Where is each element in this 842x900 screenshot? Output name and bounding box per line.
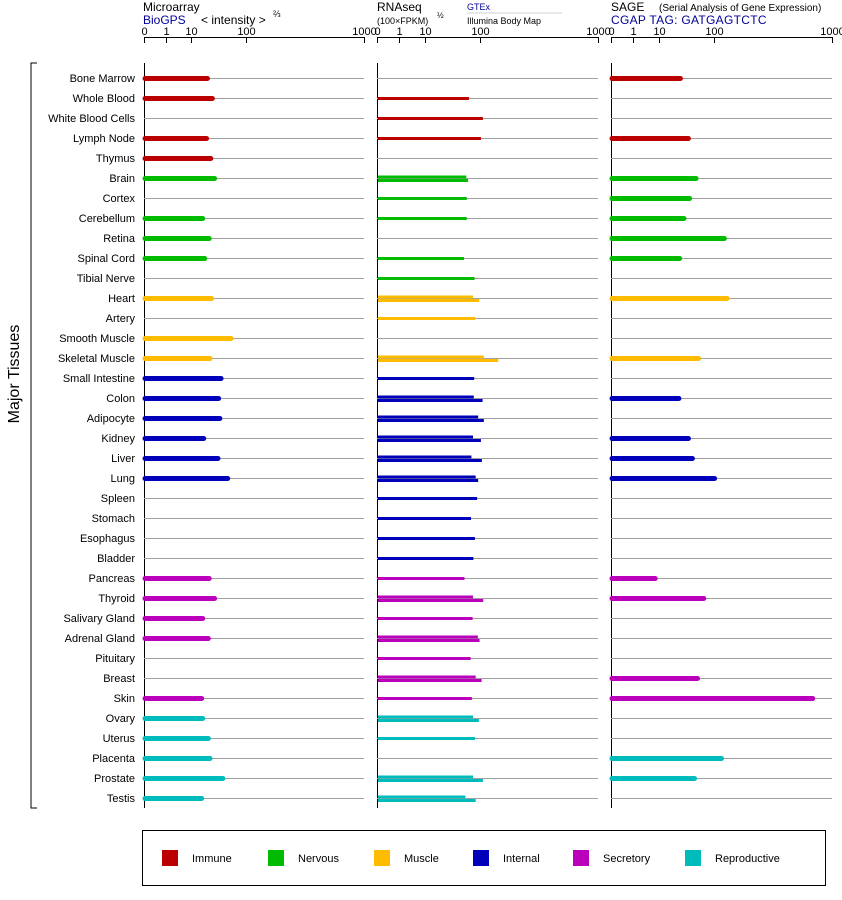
rnaseq-tick-label: 1000 <box>586 26 610 38</box>
tissue-label: Stomach <box>92 513 135 525</box>
sage-panel: 0 1 10 100 1000 <box>608 26 842 808</box>
tissue-label: Uterus <box>103 733 136 745</box>
sage-tick-label: 100 <box>705 26 723 38</box>
tissue-label: Artery <box>106 313 136 325</box>
rnaseq-unit: (100×FPKM) <box>377 16 428 26</box>
microarray-tick-label: 100 <box>237 26 255 38</box>
tissue-label: Lung <box>111 473 135 485</box>
legend-item-secretory: Secretory <box>573 850 651 866</box>
tissue-label: White Blood Cells <box>48 113 135 125</box>
tissue-label: Skeletal Muscle <box>58 353 135 365</box>
microarray-header: Microarray BioGPS < intensity > ⅔ <box>143 0 281 27</box>
rnaseq-unit-exponent: ½ <box>437 11 444 20</box>
sage-header: SAGE (Serial Analysis of Gene Expression… <box>611 0 821 27</box>
rnaseq-header: RNAseq (100×FPKM) ½ GTEx Illumina Body M… <box>377 0 562 26</box>
microarray-tick-label: 10 <box>185 26 197 38</box>
sage-link[interactable]: CGAP TAG: GATGAGTCTC <box>611 13 767 27</box>
legend-swatch-secretory <box>573 850 589 866</box>
rnaseq-subtitle: Illumina Body Map <box>467 16 541 26</box>
tissue-label: Whole Blood <box>73 93 135 105</box>
tissue-label: Skin <box>114 693 135 705</box>
microarray-tick-label: 1000 <box>352 26 376 38</box>
tissue-label: Bladder <box>97 553 135 565</box>
microarray-panel: 0 1 10 100 1000 <box>141 26 377 808</box>
legend-swatch-muscle <box>374 850 390 866</box>
legend-swatch-reproductive <box>685 850 701 866</box>
tissue-label: Prostate <box>94 773 135 785</box>
legend-label-secretory: Secretory <box>603 853 651 865</box>
legend-swatch-nervous <box>268 850 284 866</box>
tissue-label: Colon <box>106 393 135 405</box>
tissue-label: Thyroid <box>98 593 135 605</box>
legend-label-reproductive: Reproductive <box>715 853 780 865</box>
tissue-labels: Bone Marrow Whole Blood White Blood Cells L… <box>48 73 136 805</box>
tissue-label: Ovary <box>106 713 136 725</box>
tissue-label: Breast <box>103 673 135 685</box>
legend-item-nervous: Nervous <box>268 850 339 866</box>
rnaseq-title: RNAseq <box>377 0 422 14</box>
tissue-label: Heart <box>108 293 135 305</box>
legend-item-reproductive: Reproductive <box>685 850 780 866</box>
sage-tick-label: 0 <box>608 26 614 38</box>
sage-title: SAGE <box>611 0 644 14</box>
rnaseq-tick-label: 0 <box>374 26 380 38</box>
rnaseq-tick-label: 10 <box>419 26 431 38</box>
tissue-label: Thymus <box>96 153 136 165</box>
tissue-label: Kidney <box>101 433 135 445</box>
tissue-label: Placenta <box>92 753 136 765</box>
legend-item-immune: Immune <box>162 850 232 866</box>
rnaseq-tick-label: 100 <box>471 26 489 38</box>
tissue-label: Spinal Cord <box>78 253 135 265</box>
tissue-label: Brain <box>109 173 135 185</box>
tissue-label: Salivary Gland <box>63 613 135 625</box>
microarray-title: Microarray <box>143 0 200 14</box>
tissue-label: Adipocyte <box>87 413 135 425</box>
legend-label-nervous: Nervous <box>298 853 339 865</box>
legend-swatch-immune <box>162 850 178 866</box>
rnaseq-panel: 0 1 10 100 1000 <box>374 26 611 808</box>
sage-tick-label: 10 <box>653 26 665 38</box>
tissue-label: Spleen <box>101 493 135 505</box>
tissue-label: Pancreas <box>89 573 136 585</box>
tissue-label: Retina <box>103 233 136 245</box>
legend-label-internal: Internal <box>503 853 540 865</box>
legend-item-muscle: Muscle <box>374 850 439 866</box>
tissue-label: Lymph Node <box>73 133 135 145</box>
tissue-label: Smooth Muscle <box>59 333 135 345</box>
microarray-unit: < intensity > <box>201 13 266 27</box>
legend-swatch-internal <box>473 850 489 866</box>
microarray-unit-exponent: ⅔ <box>273 9 281 19</box>
tissue-label: Testis <box>107 793 136 805</box>
tissue-label: Liver <box>111 453 135 465</box>
sage-subtitle: (Serial Analysis of Gene Expression) <box>659 3 821 14</box>
legend: Immune Nervous Muscle Internal Secretory Repr… <box>162 850 780 866</box>
tissue-label: Pituitary <box>95 653 135 665</box>
gtex-link[interactable]: GTEx <box>467 2 491 12</box>
y-axis-title: Major Tissues <box>6 325 23 424</box>
legend-label-immune: Immune <box>192 853 232 865</box>
tissue-label: Bone Marrow <box>70 73 135 85</box>
y-axis-bracket <box>30 62 37 809</box>
microarray-tick-label: 0 <box>141 26 147 38</box>
tissue-label: Esophagus <box>80 533 136 545</box>
tissue-label: Adrenal Gland <box>65 633 135 645</box>
microarray-link[interactable]: BioGPS <box>143 13 186 27</box>
tissue-label: Tibial Nerve <box>77 273 135 285</box>
legend-item-internal: Internal <box>473 850 540 866</box>
sage-tick-label: 1000 <box>820 26 842 38</box>
legend-label-muscle: Muscle <box>404 853 439 865</box>
sage-tick-label: 1 <box>630 26 636 38</box>
tissue-label: Small Intestine <box>63 373 135 385</box>
tissue-label: Cerebellum <box>79 213 135 225</box>
rnaseq-tick-label: 1 <box>396 26 402 38</box>
microarray-tick-label: 1 <box>163 26 169 38</box>
tissue-label: Cortex <box>103 193 136 205</box>
